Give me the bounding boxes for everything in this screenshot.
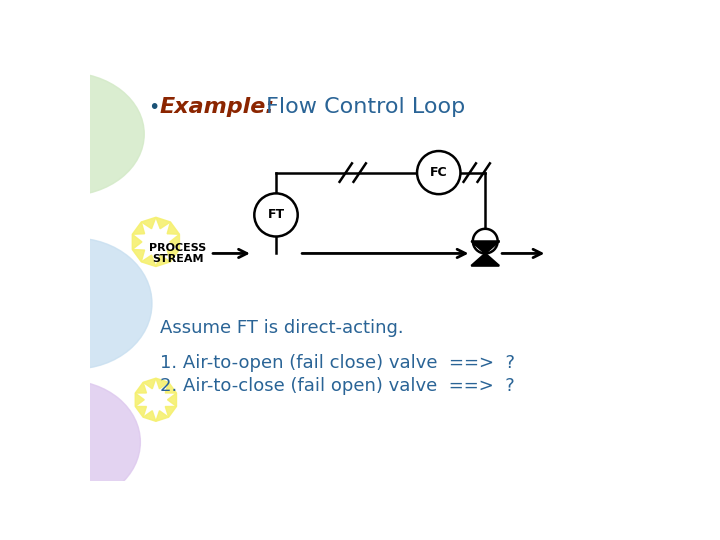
Polygon shape <box>156 255 171 267</box>
Polygon shape <box>143 378 156 389</box>
Polygon shape <box>473 229 498 241</box>
Polygon shape <box>156 411 168 421</box>
Ellipse shape <box>0 238 152 369</box>
Text: 2. Air-to-close (fail open) valve  ==>  ?: 2. Air-to-close (fail open) valve ==> ? <box>160 377 515 395</box>
Polygon shape <box>132 234 142 249</box>
Polygon shape <box>156 217 171 229</box>
Polygon shape <box>135 407 146 417</box>
Text: 1. Air-to-open (fail close) valve  ==>  ?: 1. Air-to-open (fail close) valve ==> ? <box>160 354 515 372</box>
Text: Assume FT is direct-acting.: Assume FT is direct-acting. <box>160 319 403 337</box>
Text: PROCESS
STREAM: PROCESS STREAM <box>149 242 206 264</box>
Text: FT: FT <box>267 208 284 221</box>
Polygon shape <box>156 378 168 389</box>
Text: •: • <box>148 98 160 117</box>
Polygon shape <box>170 234 179 249</box>
Polygon shape <box>167 222 179 234</box>
Text: Example:: Example: <box>160 97 275 117</box>
Polygon shape <box>141 217 156 229</box>
Polygon shape <box>166 382 176 393</box>
Text: Flow Control Loop: Flow Control Loop <box>259 97 465 117</box>
Polygon shape <box>135 382 146 393</box>
Ellipse shape <box>0 72 144 195</box>
Polygon shape <box>132 249 145 262</box>
Polygon shape <box>132 222 145 234</box>
Polygon shape <box>135 393 144 407</box>
Polygon shape <box>143 411 156 421</box>
Polygon shape <box>472 241 499 253</box>
Polygon shape <box>141 255 156 267</box>
Polygon shape <box>167 249 179 262</box>
Polygon shape <box>472 253 499 266</box>
Polygon shape <box>166 407 176 417</box>
Ellipse shape <box>0 381 140 504</box>
Circle shape <box>254 193 297 237</box>
Polygon shape <box>168 393 176 407</box>
Circle shape <box>417 151 461 194</box>
Text: FC: FC <box>430 166 448 179</box>
